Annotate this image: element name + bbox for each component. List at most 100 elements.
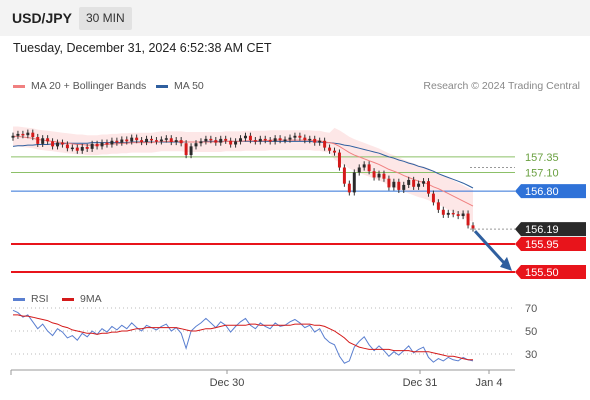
candle-body (456, 214, 460, 217)
legend-9ma: 9MA (62, 293, 102, 305)
candle-body (234, 141, 238, 145)
candle-body (80, 146, 84, 151)
candle-body (407, 179, 411, 185)
candle-body (412, 179, 416, 187)
candle-body (239, 138, 243, 142)
candle-body (263, 138, 267, 141)
candle-body (308, 138, 312, 141)
candle-body (461, 213, 465, 217)
candle-body (392, 181, 396, 188)
candle-body (105, 142, 109, 145)
candle-body (387, 178, 391, 188)
candle-body (16, 133, 20, 136)
candle-body (51, 141, 55, 147)
candle-body (224, 138, 228, 141)
candle-body (427, 181, 430, 194)
candle-body (342, 167, 346, 184)
candle-body (253, 140, 257, 142)
candle-body (328, 147, 332, 151)
candle-body (110, 140, 114, 145)
legend-rsi: RSI (13, 293, 49, 305)
candle-body (273, 138, 277, 142)
candle-body (150, 138, 153, 141)
candle-body (46, 138, 50, 142)
candle-body (382, 173, 386, 179)
candle-body (243, 135, 247, 139)
candle-body (293, 135, 297, 138)
candle-body (298, 135, 302, 138)
candle-body (323, 140, 327, 148)
candle-body (159, 139, 163, 142)
projection-arrow-head (500, 256, 512, 271)
timeframe-badge[interactable]: 30 MIN (79, 7, 132, 30)
legend-ma50: MA 50 (156, 80, 204, 92)
level-tag-156.80 (515, 184, 586, 199)
rsi-ma-line (13, 314, 473, 361)
candle-body (209, 138, 213, 141)
candle-body (471, 225, 475, 229)
candle-body (318, 140, 322, 143)
rsi-tick-30: 30 (525, 349, 537, 361)
candle-body (85, 146, 89, 149)
candle-body (56, 142, 59, 147)
candle-body (204, 138, 208, 142)
candle-body (422, 181, 426, 184)
currency-pair: USD/JPY (12, 10, 72, 26)
level-label-157.35: 157.35 (525, 152, 559, 164)
candle-body (154, 140, 158, 142)
candle-body (60, 142, 64, 145)
candle-body (169, 138, 173, 143)
candle-body (41, 138, 45, 144)
candle-body (372, 171, 376, 178)
candle-body (367, 164, 371, 172)
rsi-tick-50: 50 (525, 326, 537, 338)
level-label-156.19: 156.19 (525, 224, 559, 236)
candle-body (248, 135, 252, 141)
candle-body (333, 150, 336, 153)
candle-body (278, 138, 282, 141)
candle-body (194, 143, 198, 147)
candle-body (90, 143, 94, 149)
level-tag-156.19 (515, 222, 586, 237)
candle-body (258, 138, 262, 142)
candle-body (397, 181, 401, 190)
legend-ma50-label: MA 50 (174, 80, 204, 92)
candle-body (125, 139, 129, 142)
candle-body (189, 146, 193, 156)
legend-ma20: MA 20 + Bollinger Bands (13, 80, 146, 92)
timestamp: Tuesday, December 31, 2024 6:52:38 AM CE… (13, 41, 272, 55)
legend-9ma-label: 9MA (80, 293, 102, 305)
candle-body (313, 138, 317, 143)
candle-body (164, 138, 168, 140)
credit-text: Research © 2024 Trading Central (423, 80, 580, 92)
candle-body (199, 141, 203, 144)
candle-body (402, 184, 406, 190)
candle-body (130, 137, 134, 142)
candle-body (31, 132, 35, 138)
candle-body (377, 173, 381, 178)
candle-body (95, 143, 99, 147)
rsi-tick-70: 70 (525, 303, 537, 315)
level-tag-155.95 (515, 237, 586, 252)
candle-body (120, 139, 124, 143)
rsi-swatch (13, 297, 25, 301)
candle-body (115, 140, 119, 143)
candle-body (436, 202, 440, 210)
candle-body (100, 142, 104, 147)
candle-body (65, 144, 69, 149)
candle-body (184, 143, 188, 156)
candle-body (288, 137, 292, 140)
candle-body (135, 137, 139, 141)
candle-body (431, 193, 435, 203)
x-tick-label: Dec 31 (403, 377, 438, 389)
candle-body (219, 138, 223, 143)
level-label-156.80: 156.80 (525, 186, 559, 198)
x-tick-label: Dec 30 (210, 377, 245, 389)
top-bar: USD/JPY 30 MIN (0, 0, 590, 36)
candle-body (268, 140, 272, 142)
candle-body (26, 132, 30, 136)
candle-body (11, 135, 15, 138)
level-tag-155.50 (515, 265, 586, 279)
candle-body (466, 213, 470, 226)
